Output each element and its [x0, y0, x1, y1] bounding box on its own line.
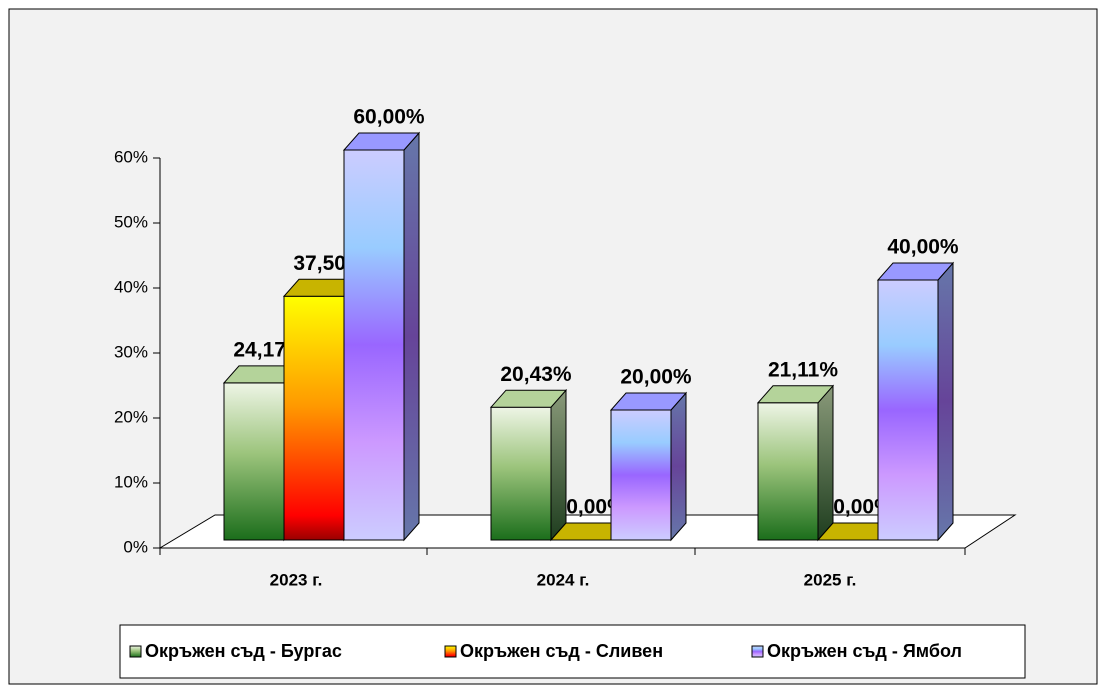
legend-label: Окръжен съд - Сливен	[460, 641, 663, 661]
bar	[876, 261, 955, 542]
bar-front	[877, 279, 939, 541]
bar-front	[343, 149, 405, 541]
legend	[119, 624, 1026, 679]
y-tick-label: 30%	[114, 342, 148, 361]
data-label: 21,11%	[768, 358, 838, 381]
bar-side	[817, 384, 834, 542]
data-label: 20,43%	[500, 363, 572, 386]
bar-front	[283, 295, 345, 541]
bar-top	[756, 385, 835, 404]
bar-front	[223, 382, 285, 541]
legend-swatch	[129, 645, 142, 658]
y-tick-label: 20%	[114, 407, 148, 426]
legend-label: Окръжен съд - Ямбол	[767, 641, 962, 661]
legend-swatch	[751, 645, 764, 658]
x-tick-label: 2024 г.	[537, 570, 590, 589]
bar-top	[489, 389, 568, 408]
data-label: 60,00%	[353, 106, 425, 129]
legend-swatch	[444, 645, 457, 658]
x-tick-label: 2025 г.	[804, 570, 857, 589]
y-tick-label: 60%	[114, 147, 148, 166]
bar-side	[403, 131, 420, 542]
bar-side	[670, 391, 687, 542]
y-tick-label: 10%	[114, 472, 148, 491]
data-label: 40,00%	[887, 236, 959, 259]
bar-top	[342, 132, 421, 151]
bar-front	[490, 406, 552, 541]
bar-top	[876, 262, 955, 281]
x-tick-label: 2023 г.	[270, 570, 323, 589]
y-tick-label: 0%	[123, 537, 148, 556]
data-label: 20,00%	[620, 366, 692, 389]
y-tick-label: 50%	[114, 212, 148, 231]
bar-side	[937, 261, 954, 542]
legend-label: Окръжен съд - Бургас	[145, 641, 342, 661]
bar	[342, 131, 421, 542]
bar-front	[757, 402, 819, 541]
bar-top	[609, 392, 688, 411]
y-tick-label: 40%	[114, 277, 148, 296]
bar	[489, 388, 568, 542]
bar-side	[550, 388, 567, 542]
bar	[609, 391, 688, 542]
bar-front	[610, 409, 672, 541]
bar	[756, 384, 835, 542]
